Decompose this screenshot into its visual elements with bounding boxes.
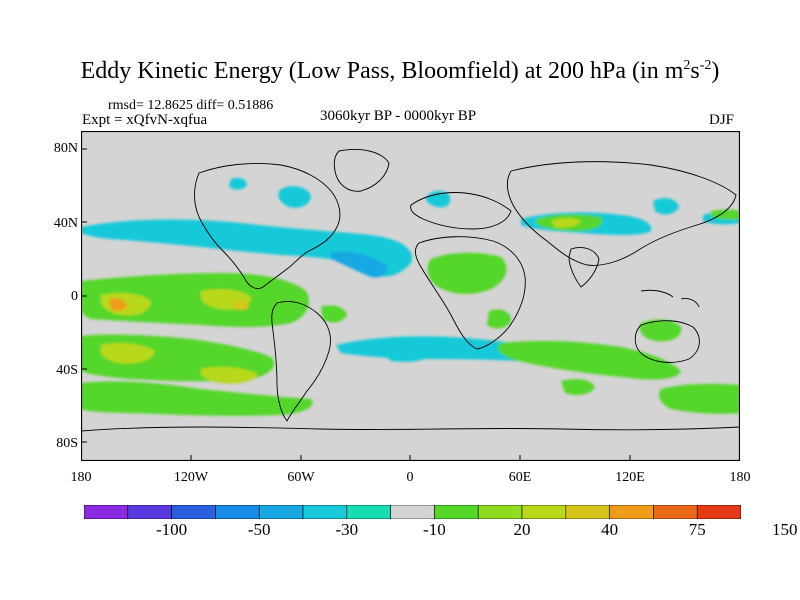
experiment-label: Expt = xQfvN-xqfua (82, 112, 208, 128)
colorbar (84, 505, 741, 519)
colorbar-swatch (609, 505, 654, 519)
coast-asia (506, 161, 737, 266)
coast-indonesia (640, 289, 700, 308)
contour-neg-atlantic-core (331, 251, 388, 278)
contour-pos-south-pacific-core (100, 343, 155, 364)
lat-label-80n: 80N (53, 141, 78, 156)
contour-pos-equatorial-hot (109, 298, 127, 312)
anomaly-contours (81, 177, 740, 416)
lon-label-60w: 60W (287, 470, 315, 485)
contour-pos-africa (427, 252, 507, 294)
colorbar-swatch (127, 505, 172, 519)
period-label: 3060kyr BP - 0000kyr BP (320, 108, 477, 124)
plot-title: Eddy Kinetic Energy (Low Pass, Bloomfiel… (80, 58, 720, 84)
coast-australia (634, 320, 700, 363)
rmsd-diff-stats: rmsd= 12.8625 diff= 0.51886 (108, 98, 274, 113)
lon-label-0: 0 (406, 470, 414, 485)
contour-neg-hudson (278, 186, 311, 208)
lon-label-180w: 180 (70, 470, 92, 485)
colorbar-tick-label: -10 (423, 520, 446, 539)
coast-europe (410, 192, 512, 230)
colorbar-swatch (84, 505, 129, 519)
coast-india (568, 247, 600, 288)
lon-label-60e: 60E (508, 470, 532, 485)
contour-pos-southern-indian-west (561, 379, 595, 395)
contour-pos-caribbean (321, 305, 347, 323)
colorbar-swatch (477, 505, 523, 519)
contour-pos-asia-core (551, 218, 581, 228)
colorbar-swatch (302, 505, 348, 519)
coast-north-america (194, 163, 341, 290)
contour-pos-australia (639, 319, 682, 342)
coast-antarctica (81, 426, 740, 432)
colorbar-swatch (258, 505, 304, 519)
contour-neg-arctic-blob (229, 177, 247, 190)
colorbar-swatch (171, 505, 216, 519)
contour-pos-eq-small-core (233, 300, 249, 310)
colorbar-swatch (521, 505, 567, 519)
lat-label-80s: 80S (56, 436, 78, 451)
contour-neg-indian-south (381, 348, 431, 362)
colorbar-swatch (696, 505, 741, 519)
colorbar-tick-label: -50 (247, 520, 271, 539)
colorbar-swatch (565, 505, 610, 519)
lon-label-120w: 120W (173, 470, 209, 485)
contour-pos-south-pacific-core2 (200, 366, 257, 384)
coastlines (81, 149, 740, 432)
colorbar-tick-label: -100 (156, 520, 188, 539)
colorbar-swatch (215, 505, 260, 519)
lon-ticks (190, 455, 631, 461)
contour-pos-indian-ocean (497, 340, 681, 380)
colorbar-tick-label: 75 (688, 520, 706, 539)
contour-pos-southern-indian (659, 383, 740, 414)
lat-ticks (81, 148, 87, 443)
coast-africa (414, 236, 526, 350)
lat-label-eq: 0 (71, 289, 78, 304)
lon-label-180e: 180 (729, 470, 751, 485)
contour-neg-scandinavia (425, 190, 451, 208)
colorbar-swatch (653, 505, 698, 519)
lat-label-40s: 40S (56, 363, 78, 378)
coast-greenland (333, 149, 390, 192)
colorbar-tick-label: 20 (513, 520, 531, 539)
lon-label-120e: 120E (615, 470, 645, 485)
colorbar-tick-label: -30 (335, 520, 359, 539)
colorbar-swatch (434, 505, 479, 519)
colorbar-swatch (390, 505, 435, 519)
contour-neg-japan (653, 198, 679, 215)
colorbar-tick-label: 150 (772, 520, 798, 539)
contour-pos-north-pacific-east (711, 209, 740, 220)
season-label: DJF (709, 112, 735, 128)
colorbar-swatch (346, 505, 391, 519)
colorbar-tick-label: 40 (601, 520, 619, 539)
contour-pos-southern-band (81, 381, 313, 416)
contour-pos-africa-east (487, 309, 511, 329)
coast-south-america (271, 301, 331, 422)
contour-neg-nh-pacific-atlantic (81, 219, 412, 277)
lat-label-40n: 40N (53, 216, 78, 231)
eke-map (81, 131, 740, 461)
